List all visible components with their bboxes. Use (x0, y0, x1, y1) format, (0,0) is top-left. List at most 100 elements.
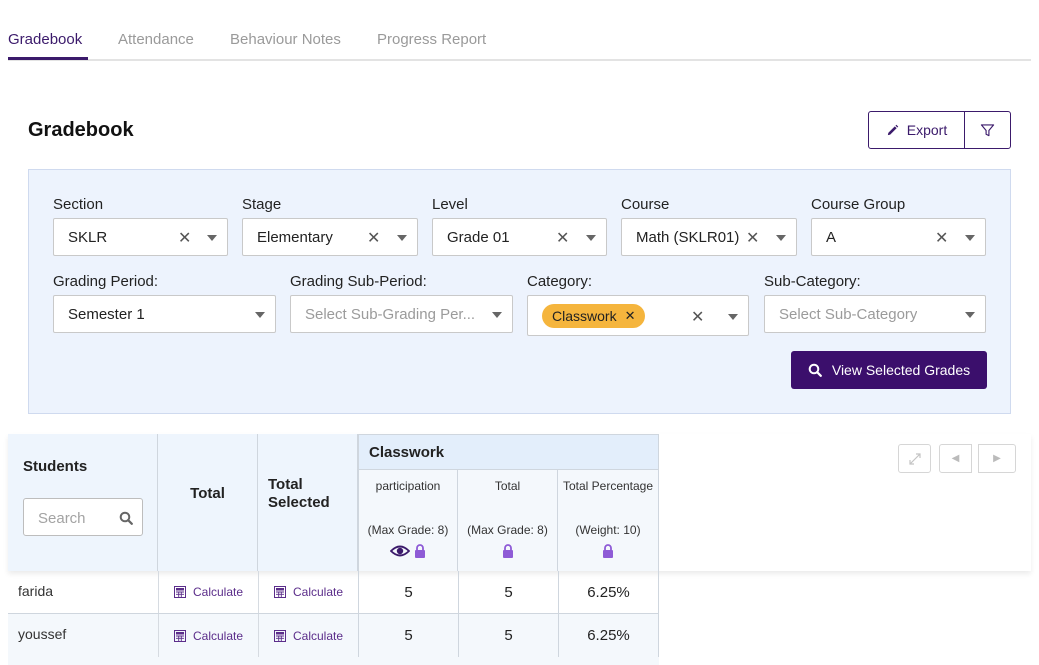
expand-button[interactable] (898, 444, 931, 473)
grading-sub-period-select[interactable]: Select Sub-Grading Per... (290, 295, 513, 333)
calculate-total-selected-button[interactable]: Calculate (258, 571, 358, 613)
participation-column-header: participation (Max Grade: 8) (358, 469, 458, 571)
category-select[interactable]: Classwork ✕ ✕ (527, 295, 749, 336)
expand-icon (908, 452, 921, 465)
total-cell: 5 (458, 614, 558, 657)
chevron-down-icon (492, 312, 502, 318)
student-name: farida (18, 583, 54, 599)
course-group-select[interactable]: A ✕ (811, 218, 986, 256)
lock-icon[interactable] (414, 544, 426, 558)
clear-icon[interactable]: ✕ (935, 230, 949, 247)
active-tab-indicator (8, 57, 88, 60)
search-placeholder: Search (38, 510, 86, 527)
calculate-label: Calculate (193, 585, 244, 599)
pencil-icon (887, 124, 899, 135)
tab-bar: Gradebook Attendance Behaviour Notes Pro… (8, 0, 1031, 61)
participation-cell[interactable]: 5 (358, 614, 458, 657)
stage-value: Elementary (257, 229, 333, 246)
grades-table: Students Search Total Total Selected Cla… (8, 434, 1031, 665)
calculate-label: Calculate (193, 628, 244, 643)
classwork-group-header: Classwork (358, 434, 659, 469)
filter-button[interactable] (965, 112, 1010, 148)
lock-icon[interactable] (502, 544, 514, 558)
lock-icon[interactable] (602, 544, 614, 558)
course-label: Course (621, 196, 670, 213)
clear-icon[interactable]: ✕ (178, 230, 192, 247)
grading-period-label: Grading Period: (53, 273, 159, 290)
total-percentage-cell: 6.25% (558, 614, 659, 657)
total-percentage-column-header: Total Percentage (Weight: 10) (558, 469, 659, 571)
chevron-right-icon: ▶ (993, 453, 1001, 464)
level-label: Level (432, 196, 468, 213)
sub-category-label: Sub-Category: (764, 273, 861, 290)
total-header-label: Total (190, 485, 225, 502)
chevron-down-icon (965, 235, 975, 241)
total-selected-header-label: Total Selected (268, 476, 330, 511)
calculator-icon (174, 586, 186, 598)
scroll-left-button[interactable]: ◀ (939, 444, 972, 473)
category-label: Category: (527, 273, 593, 290)
participation-cell[interactable]: 5 (358, 571, 458, 613)
participation-column-label: participation (375, 479, 441, 493)
grading-period-select[interactable]: Semester 1 (53, 295, 276, 333)
calculate-total-button[interactable]: Calculate (158, 614, 258, 657)
clear-icon[interactable]: ✕ (556, 230, 570, 247)
stage-label: Stage (242, 196, 282, 213)
students-header: Students Search (8, 434, 158, 571)
view-selected-grades-button[interactable]: View Selected Grades (791, 351, 987, 389)
sub-category-select[interactable]: Select Sub-Category (764, 295, 986, 333)
scroll-right-button[interactable]: ▶ (978, 444, 1016, 473)
sub-category-placeholder: Select Sub-Category (779, 306, 918, 323)
clear-icon[interactable]: ✕ (746, 230, 760, 247)
export-label: Export (906, 122, 948, 138)
tab-gradebook[interactable]: Gradebook (8, 31, 83, 48)
student-search-input[interactable]: Search (23, 498, 143, 536)
level-select[interactable]: Grade 01 ✕ (432, 218, 607, 256)
calculate-label: Calculate (293, 628, 344, 643)
calculate-total-button[interactable]: Calculate (158, 571, 258, 613)
tab-attendance[interactable]: Attendance (118, 31, 194, 48)
table-row: youssef Calculate Calculate 5 5 6.25% (8, 614, 659, 665)
total-max-grade: (Max Grade: 8) (467, 523, 548, 537)
total-percentage-column-label: Total Percentage (562, 479, 654, 493)
section-value: SKLR (68, 229, 108, 246)
search-icon (808, 363, 822, 377)
tab-behaviour-notes[interactable]: Behaviour Notes (230, 31, 341, 48)
chevron-down-icon (586, 235, 596, 241)
category-chip-label: Classwork (552, 308, 617, 324)
total-column-header: Total (Max Grade: 8) (458, 469, 558, 571)
category-chip[interactable]: Classwork ✕ (542, 304, 646, 328)
grading-period-value: Semester 1 (68, 306, 145, 323)
clear-icon[interactable]: ✕ (691, 309, 705, 326)
export-button[interactable]: Export (869, 112, 965, 148)
course-select[interactable]: Math (SKLR01) ✕ (621, 218, 797, 256)
filter-panel: Section SKLR ✕ Stage Elementary ✕ Level … (28, 169, 1011, 414)
stage-select[interactable]: Elementary ✕ (242, 218, 418, 256)
total-cell: 5 (458, 571, 558, 613)
grading-sub-period-label: Grading Sub-Period: (290, 273, 427, 290)
chevron-down-icon (776, 235, 786, 241)
chevron-down-icon (965, 312, 975, 318)
section-select[interactable]: SKLR ✕ (53, 218, 228, 256)
grading-sub-period-placeholder: Select Sub-Grading Per... (305, 306, 476, 323)
tab-progress-report[interactable]: Progress Report (377, 31, 487, 48)
page-title: Gradebook (28, 119, 134, 141)
student-name: youssef (18, 626, 67, 642)
total-header: Total (158, 434, 258, 571)
clear-icon[interactable]: ✕ (367, 230, 381, 247)
chevron-down-icon (397, 235, 407, 241)
funnel-icon (980, 123, 995, 136)
participation-max-grade: (Max Grade: 8) (367, 523, 449, 537)
course-group-value: A (826, 229, 837, 246)
total-percentage-cell: 6.25% (558, 571, 659, 613)
chevron-down-icon (728, 314, 738, 320)
calculator-icon (274, 586, 286, 598)
chevron-down-icon (207, 235, 217, 241)
total-column-label: Total (494, 479, 521, 493)
chevron-left-icon: ◀ (951, 453, 960, 464)
eye-icon[interactable] (390, 544, 410, 558)
calculate-total-selected-button[interactable]: Calculate (258, 614, 358, 657)
chip-remove-icon[interactable]: ✕ (624, 308, 636, 323)
level-value: Grade 01 (447, 229, 510, 246)
course-value: Math (SKLR01) (636, 229, 740, 246)
